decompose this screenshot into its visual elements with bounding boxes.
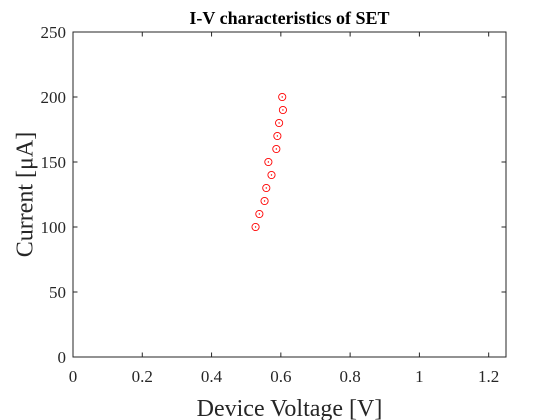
data-point-center [278, 122, 280, 124]
axis-tick-labels: 0 0.2 0.4 0.6 0.8 1 1.2 0 50 100 150 200 250 [41, 23, 500, 386]
data-point-marker [264, 157, 273, 167]
x-tick-label: 0.4 [201, 367, 223, 386]
data-point-center [263, 200, 266, 202]
data-point-center [267, 161, 270, 163]
data-point-marker [260, 196, 269, 206]
data-point [255, 209, 264, 219]
x-tick-label: 0.2 [132, 367, 153, 386]
y-tick-label: 150 [41, 153, 67, 172]
data-point [264, 157, 273, 167]
data-point-center [276, 135, 279, 137]
y-tick-label: 250 [41, 23, 67, 42]
data-point-marker [278, 92, 287, 102]
data-point-center [270, 174, 273, 176]
data-point [272, 144, 281, 154]
y-tick-label: 100 [41, 218, 67, 237]
data-point [260, 196, 269, 206]
data-point-center [275, 148, 278, 150]
x-tick-label: 0.8 [339, 367, 360, 386]
y-axis-label: Current [μA] [13, 132, 39, 258]
data-point [275, 118, 284, 128]
data-point [267, 170, 276, 180]
data-point-marker [273, 131, 282, 141]
data-point-center [254, 226, 257, 228]
axis-ticks [72, 31, 506, 358]
data-point-marker [275, 118, 284, 128]
data-point-center [282, 109, 284, 111]
data-point-marker [262, 183, 271, 193]
data-point [278, 92, 287, 102]
data-point [251, 222, 260, 232]
data-point-marker [267, 170, 276, 180]
y-tick-label: 0 [58, 348, 67, 367]
x-tick-label: 1 [415, 367, 424, 386]
x-axis-label: Device Voltage [V] [197, 396, 383, 420]
data-point-center [265, 187, 267, 189]
data-point-marker [255, 209, 264, 219]
data-point [273, 131, 282, 141]
x-tick-label: 0.6 [270, 367, 291, 386]
x-tick-label: 1.2 [478, 367, 499, 386]
data-point-marker [272, 144, 281, 154]
data-point-marker [251, 222, 260, 232]
plot-area [72, 31, 507, 358]
data-point-center [281, 96, 283, 98]
data-point-marker [278, 105, 287, 115]
data-point [278, 105, 287, 115]
data-point-center [258, 213, 261, 215]
chart-title: I-V characteristics of SET [189, 8, 389, 28]
data-points [251, 92, 287, 232]
y-tick-label: 200 [41, 88, 67, 107]
x-tick-label: 0 [69, 367, 78, 386]
y-tick-label: 50 [49, 283, 66, 302]
data-point [262, 183, 271, 193]
